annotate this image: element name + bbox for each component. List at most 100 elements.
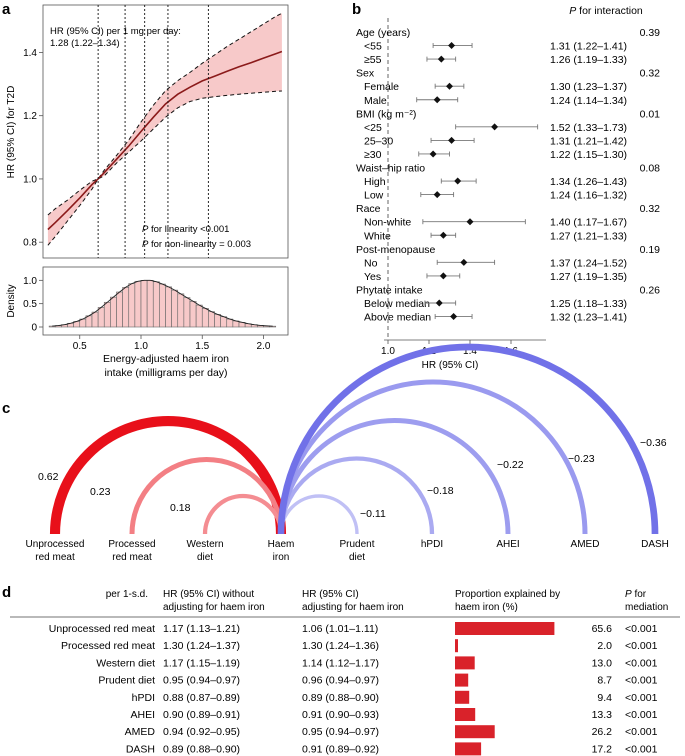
y-tick-label: 0 [31, 323, 37, 334]
histogram-bar [226, 318, 234, 328]
panel-label-c: c [2, 400, 10, 417]
node-label: Prudent [339, 539, 374, 550]
correlation-arc [277, 343, 659, 535]
subgroup-label: <25 [364, 122, 382, 134]
histogram-bar [146, 280, 154, 328]
table-hr-without: 1.17 (1.13–1.21) [163, 623, 240, 635]
ci-band [47, 13, 282, 246]
hr-ci-text: 1.32 (1.23–1.41) [550, 312, 627, 324]
hr-ci-text: 1.34 (1.26–1.43) [550, 176, 627, 188]
table-hr-with: 0.91 (0.89–0.92) [302, 743, 379, 755]
x-tick-label: 2.0 [257, 341, 271, 352]
table-header-per-sd: per 1-s.d. [106, 589, 148, 600]
table-row-name: AHEI [130, 709, 155, 721]
subgroup-label: No [364, 257, 378, 269]
table-hr-with: 0.95 (0.94–0.97) [302, 726, 379, 738]
correlation-arc-diagram: 0.62 Unprocessed red meat 0.23 Processed red … [26, 343, 669, 563]
table-row-name: Processed red meat [61, 640, 155, 652]
correlation-value: 0.18 [170, 502, 191, 514]
p-interaction-value: 0.01 [640, 108, 661, 120]
hr-point [433, 96, 441, 104]
subgroup-label: Non-white [364, 217, 411, 229]
hr-point [466, 218, 474, 226]
node-label-line2: red meat [112, 552, 152, 563]
subgroup-label: Above median [364, 312, 431, 324]
hr-ci-text: 1.24 (1.16–1.32) [550, 190, 627, 202]
proportion-value: 13.3 [592, 709, 613, 721]
subgroup-header: Sex [356, 68, 375, 80]
p-mediation-value: <0.001 [625, 709, 658, 721]
table-header-hr-without-line1: HR (95% CI) without [163, 589, 254, 600]
p-mediation-value: <0.001 [625, 657, 658, 669]
proportion-value: 65.6 [592, 623, 613, 635]
hr-point [446, 82, 453, 90]
proportion-bar [455, 673, 469, 687]
histogram-bar [128, 283, 136, 328]
hr-point [439, 231, 447, 239]
panel-label-a: a [2, 1, 11, 18]
hr-ci-text: 1.22 (1.15–1.30) [550, 149, 627, 161]
panel-label-b: b [352, 1, 361, 18]
table-header-proportion-line2: haem iron (%) [455, 602, 518, 613]
node-label: DASH [641, 539, 669, 550]
p-interaction-value: 0.32 [640, 203, 661, 215]
hr-ci-text: 1.40 (1.17–1.67) [550, 217, 627, 229]
hr-ci-text: 1.37 (1.24–1.52) [550, 257, 627, 269]
table-hr-without: 1.30 (1.24–1.37) [163, 640, 240, 652]
node-label: AHEI [496, 539, 519, 550]
table-hr-without: 0.90 (0.89–0.91) [163, 709, 240, 721]
histogram-bar [97, 307, 105, 328]
node-label: Processed [108, 539, 155, 550]
histogram-bar [91, 311, 99, 328]
spline-annotation-line1: HR (95% CI) per 1 mg per day: [50, 26, 181, 37]
hr-ci-text: 1.52 (1.33–1.73) [550, 122, 627, 134]
histogram-bar [201, 308, 209, 328]
p-mediation-value: <0.001 [625, 640, 658, 652]
table-hr-with: 1.30 (1.24–1.36) [302, 640, 379, 652]
table-header-p-mediation-line2: mediation [625, 602, 668, 613]
subgroup-label: White [364, 230, 391, 242]
p-interaction-value: 0.08 [640, 163, 661, 175]
subgroup-header: Phytate intake [356, 284, 423, 296]
histogram-bar [208, 311, 215, 328]
subgroup-header: BMI (kg m⁻²) [356, 108, 416, 120]
subgroup-label: Female [364, 81, 399, 93]
p-interaction-value: 0.39 [640, 27, 661, 39]
proportion-value: 2.0 [597, 640, 612, 652]
correlation-arc [279, 494, 359, 535]
proportion-bar [455, 622, 555, 635]
correlation-value: −0.18 [427, 485, 454, 497]
hr-ci-text: 1.30 (1.23–1.37) [550, 81, 627, 93]
table-row-name: Prudent diet [98, 675, 155, 687]
table-header-proportion-line1: Proportion explained by [455, 589, 560, 600]
hr-point [429, 150, 437, 158]
density-x-axis-label-line1: Energy-adjusted haem iron [103, 353, 229, 365]
table-hr-without: 0.95 (0.94–0.97) [163, 675, 240, 687]
proportion-bar [455, 656, 475, 670]
correlation-arc [278, 456, 435, 535]
table-header-hr-without-line2: adjusting for haem iron [163, 602, 265, 613]
node-label: AMED [571, 539, 600, 550]
node-label: Unprocessed [26, 539, 85, 550]
hr-point [460, 258, 468, 266]
node-label-line2: red meat [35, 552, 75, 563]
proportion-bar [455, 725, 495, 739]
proportion-bar [455, 639, 458, 653]
hr-ci-text: 1.31 (1.21–1.42) [550, 135, 627, 147]
hr-point [435, 299, 443, 307]
correlation-value: −0.11 [360, 508, 386, 520]
subgroup-label: High [364, 176, 386, 188]
correlation-arc [278, 418, 511, 535]
density-curve [52, 279, 273, 327]
hr-point [450, 313, 458, 321]
histogram-bar [183, 297, 191, 328]
table-row-name: hPDI [132, 692, 155, 704]
haem-iron-label-line1: Haem [268, 539, 295, 550]
forest-x-axis-label: HR (95% CI) [422, 360, 479, 371]
y-tick-label: 1.2 [23, 111, 37, 122]
y-tick-label: 1.4 [23, 48, 37, 59]
correlation-value: −0.22 [497, 459, 524, 471]
subgroup-label: Yes [364, 271, 381, 283]
proportion-value: 26.2 [592, 726, 613, 738]
correlation-arc [278, 379, 588, 535]
